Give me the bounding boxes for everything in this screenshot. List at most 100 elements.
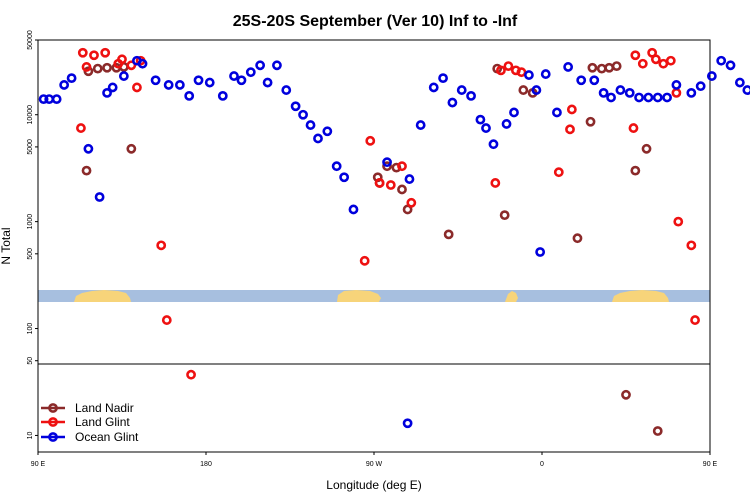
land-africa: [505, 291, 518, 302]
land-glint-point: [126, 60, 137, 71]
chart-title: 25S-20S September (Ver 10) Inf to -Inf: [233, 13, 518, 30]
x-tick-label: 90 E: [31, 461, 46, 468]
world-map-strip: [38, 290, 710, 302]
y-tick-label: 500: [27, 248, 34, 260]
land-glint-point: [359, 255, 370, 266]
land-glint-point: [156, 240, 167, 251]
land-south-america: [337, 290, 381, 302]
land-glint-point: [100, 47, 111, 58]
land-glint-point: [630, 50, 641, 61]
land-nadir-point: [604, 62, 615, 73]
ocean-glint-point: [428, 82, 439, 93]
ocean-glint-point: [652, 92, 663, 103]
land-nadir-point: [587, 62, 598, 73]
land-nadir-point: [443, 229, 454, 240]
ocean-glint-point: [535, 247, 546, 257]
ocean-glint-point: [38, 94, 49, 105]
ocean-glint-point: [598, 88, 609, 98]
land-nadir-point: [518, 85, 529, 95]
ocean-glint-point: [305, 120, 316, 130]
land-glint-point: [686, 240, 697, 251]
land-glint-point: [665, 55, 676, 66]
ocean-glint-point: [313, 133, 323, 144]
land-nadir-point: [382, 161, 392, 172]
ocean-glint-point: [606, 92, 616, 103]
ocean-glint-point: [262, 77, 273, 88]
land-glint-point: [690, 315, 700, 325]
ocean-glint-point: [229, 71, 239, 81]
ocean-glint-point: [402, 418, 413, 429]
ocean-glint-point: [51, 94, 62, 105]
land-nadir-point: [126, 143, 137, 154]
ocean-glint-point: [348, 204, 359, 215]
land-nadir-point: [102, 62, 112, 73]
x-tick-label: 90 E: [703, 461, 718, 468]
land-nadir-point: [611, 61, 622, 71]
ocean-glint-point: [382, 157, 392, 168]
ocean-glint-point: [552, 107, 562, 118]
ocean-glint-point: [245, 67, 256, 78]
land-glint-point: [516, 67, 527, 78]
ocean-glint-point: [456, 85, 467, 95]
land-glint-point: [565, 124, 575, 135]
ocean-glint-point: [447, 97, 458, 108]
ocean-glint-point: [150, 75, 161, 86]
land-glint-point: [374, 178, 385, 188]
ocean-glint-point: [236, 75, 247, 86]
y-tick-label: 10000: [27, 105, 34, 125]
ocean-glint-point: [671, 80, 682, 90]
land-nadir-point: [499, 210, 510, 221]
ocean-glint-point: [59, 80, 70, 90]
ocean-glint-point: [281, 85, 292, 95]
ocean-glint-point: [44, 94, 55, 105]
ocean-glint-point: [184, 90, 195, 101]
land-glint-point: [566, 104, 577, 115]
land-nadir-point: [652, 426, 663, 436]
ocean-glint-point: [102, 88, 112, 98]
land-nadir-point: [397, 184, 407, 195]
ocean-glint-point: [331, 161, 342, 172]
land-nadir-point: [621, 389, 631, 400]
ocean-glint-point: [531, 85, 542, 95]
legend-label-land-glint: Land Glint: [75, 415, 130, 429]
land-glint-point: [490, 178, 501, 188]
ocean-glint-point: [204, 77, 215, 88]
ocean-glint-point: [290, 101, 301, 112]
y-tick-label: 10: [27, 431, 34, 439]
ocean-glint-point: [734, 77, 745, 88]
ocean-glint-point: [615, 85, 626, 95]
legend-marker-land-nadir: [48, 403, 58, 413]
land-glint-point: [496, 65, 506, 76]
ocean-glint-point: [695, 81, 706, 92]
land-nadir-point: [572, 233, 583, 244]
ocean-glint-point: [217, 90, 228, 101]
land-australia-east: [612, 290, 669, 302]
land-glint-point: [81, 62, 92, 72]
ocean-glint-point: [481, 123, 491, 133]
ocean-glint-point: [624, 88, 635, 98]
ocean-glint-point: [137, 58, 148, 69]
ocean-glint-point: [576, 75, 587, 86]
legend-label-ocean-glint: Ocean Glint: [75, 430, 139, 444]
ocean-glint-point: [509, 107, 519, 118]
land-glint-point: [89, 50, 99, 61]
ocean-glint-point: [634, 92, 644, 103]
x-axis: 90 E 180 90 W 0 90 E: [31, 452, 718, 468]
ocean-glint-point: [118, 71, 129, 81]
y-tick-label: 50000: [27, 30, 34, 50]
ocean-glint-point: [686, 88, 697, 98]
land-glint-point: [132, 82, 142, 93]
land-glint-point: [553, 167, 564, 178]
land-glint-point: [628, 123, 639, 133]
ocean-glint-point: [107, 82, 118, 93]
ocean-glint-point: [716, 55, 727, 66]
land-nadir-point: [92, 63, 103, 74]
x-tick-label: 90 W: [366, 461, 383, 468]
land-glint-point: [406, 197, 417, 208]
land-nadir-point: [596, 63, 607, 74]
land-nadir-point: [585, 116, 596, 127]
legend-marker-land-glint: [48, 417, 58, 427]
land-glint-point: [117, 54, 127, 65]
